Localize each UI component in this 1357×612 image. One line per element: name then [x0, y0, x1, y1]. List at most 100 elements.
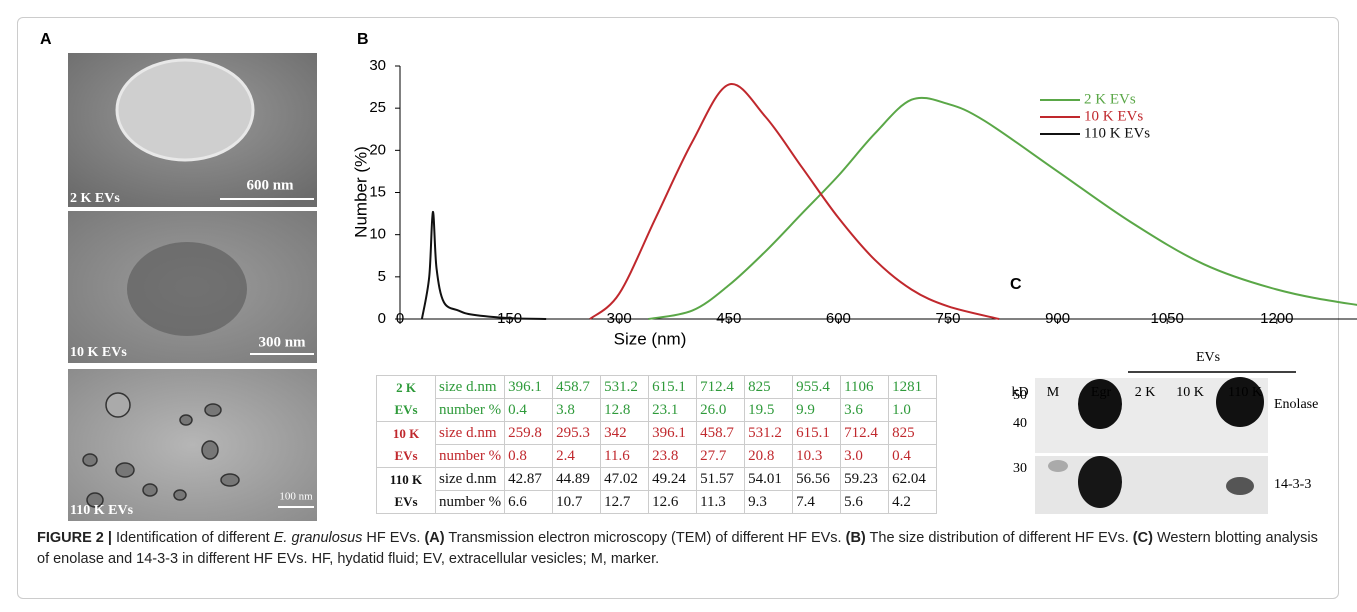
table-cell: 56.56 — [792, 467, 842, 491]
group-label: 110 K — [389, 471, 423, 487]
lane-label: 110 K — [1228, 385, 1262, 400]
table-cell: 11.3 — [696, 490, 746, 514]
x-tick-label: 0 — [396, 310, 404, 327]
caption-text: The size distribution of different HF EV… — [865, 530, 1133, 546]
table-cell: 42.87 — [504, 467, 554, 491]
kd-label: kD — [1011, 385, 1028, 400]
marker-label: 40 — [1013, 416, 1027, 431]
protein-label: 14-3-3 — [1274, 477, 1311, 492]
table-cell: 955.4 — [792, 375, 842, 399]
table-cell: 458.7 — [552, 375, 602, 399]
scale-label: 600 nm — [246, 177, 294, 193]
y-tick-label: 10 — [369, 226, 386, 243]
table-cell: 26.0 — [696, 398, 746, 422]
table-row: 110 K EVs size d.nm 42.87 44.89 47.02 49.24 51.… — [376, 467, 938, 514]
table-cell: 615.1 — [792, 421, 842, 445]
y-tick-label: 20 — [369, 141, 386, 158]
legend-label: 110 K EVs — [1084, 125, 1150, 141]
table-cell: 20.8 — [744, 444, 794, 468]
protein-label: Enolase — [1274, 397, 1318, 412]
table-cell: 3.8 — [552, 398, 602, 422]
group-cell: 110 K EVs — [376, 467, 436, 514]
table-cell: 7.4 — [792, 490, 842, 514]
y-tick-label: 5 — [378, 268, 386, 285]
group-label: EVs — [394, 447, 418, 463]
caption-text: Transmission electron microscopy (TEM) o… — [444, 530, 846, 546]
lane-label: M — [1047, 385, 1060, 400]
western-blot: EVs kD M Egr 2 K 10 K 110 K Enolase 14-3… — [1011, 350, 1318, 514]
image-label: 2 K EVs — [70, 191, 120, 206]
series-line — [648, 96, 1357, 320]
table-cell: 5.6 — [840, 490, 890, 514]
x-axis-label: Size (nm) — [614, 329, 687, 348]
table-cell: 1281 — [888, 375, 938, 399]
table-cell: 19.5 — [744, 398, 794, 422]
table-cell: 259.8 — [504, 421, 554, 445]
y-tick-label: 15 — [369, 183, 386, 200]
row-label: size d.nm — [434, 467, 506, 491]
table-row: 10 K EVs size d.nm 259.8 295.3 342 396.1 458.7 5… — [376, 421, 938, 468]
image-label: 110 K EVs — [70, 503, 134, 518]
group-label: 10 K — [392, 425, 420, 441]
table-row: number % 0.4 3.8 12.8 23.1 26.0 19.5 9.9 3.6 1.0 — [377, 398, 938, 422]
table-cell: 0.8 — [504, 444, 554, 468]
x-tick-label: 1200 — [1260, 310, 1293, 327]
table-cell: 458.7 — [696, 421, 746, 445]
x-tick-label: 450 — [716, 310, 741, 327]
vesicle — [127, 242, 247, 336]
caption-text: (B) — [845, 530, 866, 546]
table-cell: 47.02 — [600, 467, 650, 491]
image-label: 10 K EVs — [70, 345, 127, 360]
table-cell: 0.4 — [504, 398, 554, 422]
table-row: 2 K EVs size d.nm 396.1 458.7 531.2 615.1 712.4… — [376, 375, 938, 422]
series-line — [589, 83, 1000, 320]
table-cell: 23.1 — [648, 398, 698, 422]
table-cell: 49.24 — [648, 467, 698, 491]
table-cell: 0.4 — [888, 444, 938, 468]
band — [1078, 456, 1122, 508]
x-tick-label: 1050 — [1151, 310, 1184, 327]
table-cell: 396.1 — [648, 421, 698, 445]
table-cell: 825 — [744, 375, 794, 399]
y-tick-label: 25 — [369, 99, 386, 116]
tem-image — [68, 369, 317, 521]
table-cell: 51.57 — [696, 467, 746, 491]
table-cell: 59.23 — [840, 467, 890, 491]
group-label: EVs — [1196, 350, 1220, 365]
panel-label: B — [357, 31, 369, 48]
table-cell: 3.0 — [840, 444, 890, 468]
table-cell: 615.1 — [648, 375, 698, 399]
table-row: number % 6.6 10.7 12.7 12.6 11.3 9.3 7.4 5.6 4.2 — [377, 490, 938, 514]
x-tick-label: 300 — [607, 310, 632, 327]
table-cell: 1.0 — [888, 398, 938, 422]
caption-text: (A) — [424, 530, 445, 546]
scale-label: 100 nm — [279, 491, 313, 503]
marker-label: 30 — [1013, 461, 1027, 476]
caption-label: FIGURE 2 | — [37, 530, 112, 546]
table-cell: 62.04 — [888, 467, 938, 491]
row-label: number % — [434, 444, 506, 468]
table-cell: 23.8 — [648, 444, 698, 468]
vesicles — [82, 392, 240, 508]
band — [1048, 460, 1068, 472]
table-cell: 27.7 — [696, 444, 746, 468]
caption: FIGURE 2 | Identification of different E… — [37, 528, 1327, 570]
table-cell: 295.3 — [552, 421, 602, 445]
y-axis-label: Number (%) — [351, 146, 370, 238]
panel-label: C — [1010, 276, 1022, 293]
marker-label: 50 — [1013, 388, 1027, 403]
group-label: EVs — [394, 401, 418, 417]
table-cell: 4.2 — [888, 490, 938, 514]
x-tick-label: 750 — [935, 310, 960, 327]
row-label: size d.nm — [434, 375, 506, 399]
table-cell: 2.4 — [552, 444, 602, 468]
x-tick-label: 900 — [1045, 310, 1070, 327]
table-cell: 712.4 — [696, 375, 746, 399]
table-cell: 342 — [600, 421, 650, 445]
figure-frame — [17, 17, 1339, 599]
table-cell: 3.6 — [840, 398, 890, 422]
table-cell: 531.2 — [744, 421, 794, 445]
